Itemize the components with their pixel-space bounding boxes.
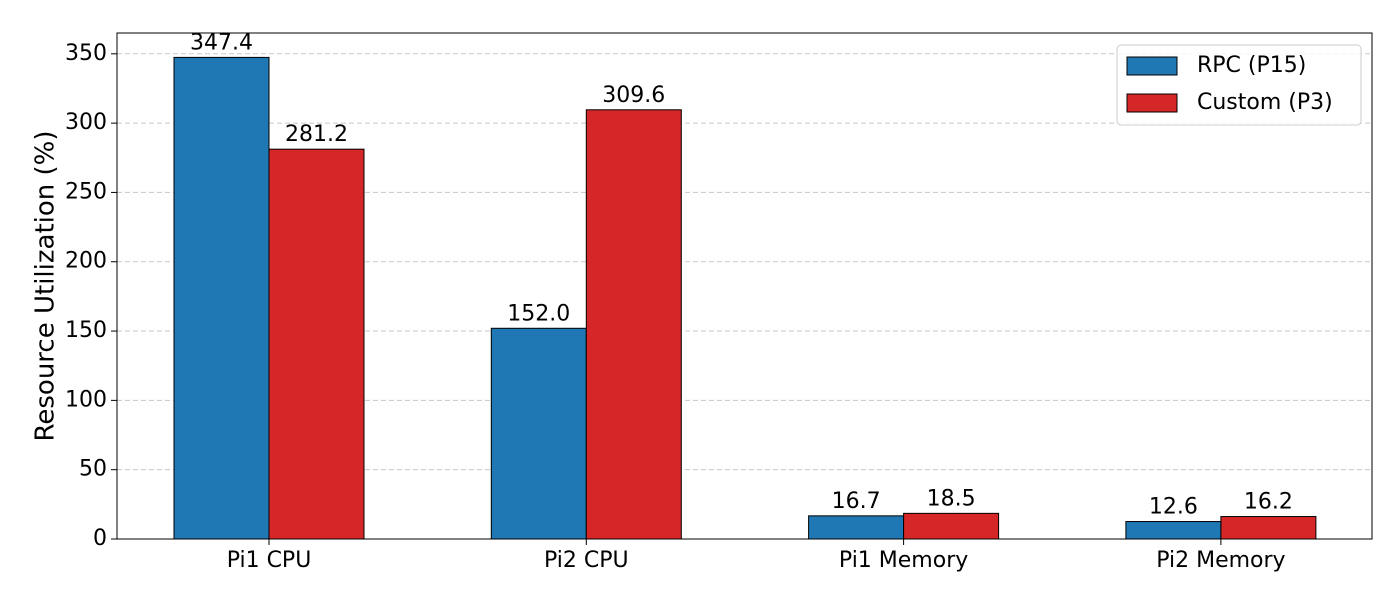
y-tick-label: 250 <box>65 179 107 204</box>
y-tick-label: 300 <box>65 110 107 135</box>
value-label: 152.0 <box>507 301 570 326</box>
bar <box>808 515 905 540</box>
y-tick-label: 150 <box>65 318 107 343</box>
value-label: 16.7 <box>832 489 881 514</box>
value-label: 12.6 <box>1149 495 1198 520</box>
x-tick-label: Pi1 Memory <box>839 548 968 573</box>
legend-label: Custom (P3) <box>1197 90 1333 115</box>
y-tick-label: 100 <box>65 387 107 412</box>
bar <box>1125 521 1222 540</box>
bar <box>268 148 365 540</box>
bar <box>903 512 1000 540</box>
value-label: 281.2 <box>285 122 348 147</box>
bar <box>490 327 587 540</box>
legend-swatch <box>1126 93 1178 113</box>
value-label: 18.5 <box>927 486 976 511</box>
value-label: 347.4 <box>190 30 253 55</box>
legend-swatch <box>1126 56 1178 76</box>
value-label: 309.6 <box>602 83 665 108</box>
y-tick-label: 0 <box>93 526 107 551</box>
y-tick-label: 200 <box>65 249 107 274</box>
x-tick-label: Pi2 CPU <box>544 548 629 573</box>
bar <box>173 56 270 540</box>
x-tick-label: Pi1 CPU <box>227 548 312 573</box>
value-label: 16.2 <box>1244 490 1293 515</box>
y-tick-label: 350 <box>65 41 107 66</box>
y-axis-label: Resource Utilization (%) <box>31 130 61 441</box>
y-tick-label: 50 <box>79 457 107 482</box>
plot-frame <box>116 32 1373 540</box>
legend-label: RPC (P15) <box>1197 53 1306 78</box>
legend-box <box>1116 44 1362 126</box>
bar <box>1220 516 1317 540</box>
legend: RPC (P15) Custom (P3) <box>1116 44 1362 126</box>
x-tick-label: Pi2 Memory <box>1156 548 1285 573</box>
bar <box>585 109 682 540</box>
